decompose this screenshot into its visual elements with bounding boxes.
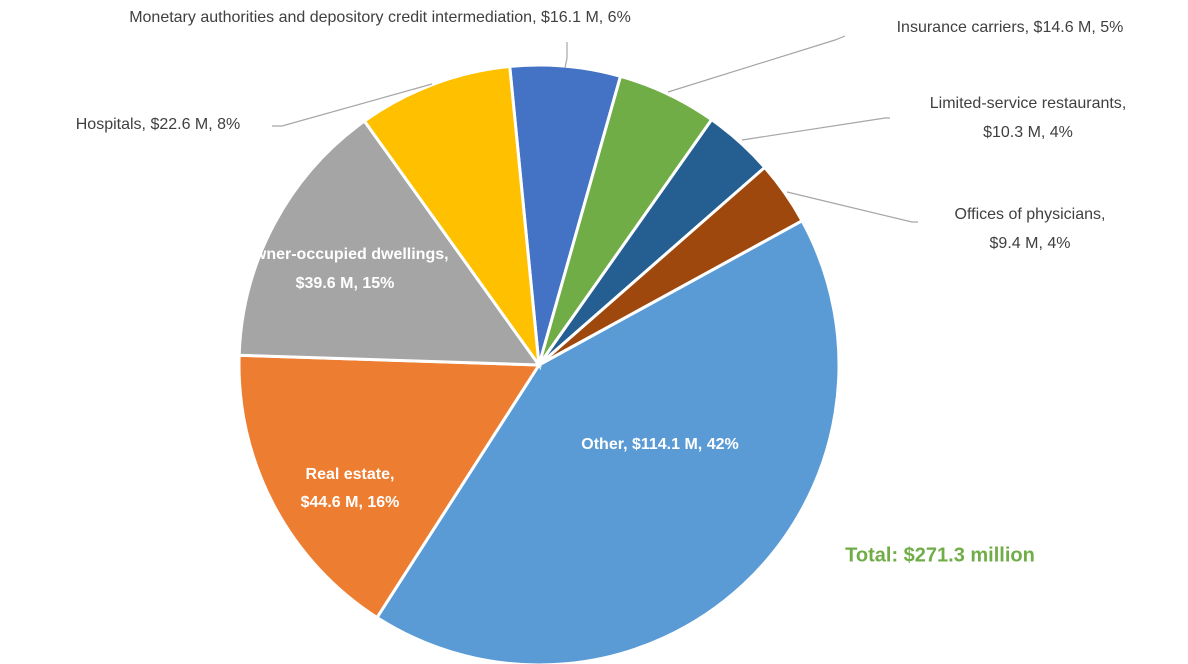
value-label: $114.1 M, 42% xyxy=(632,436,739,453)
value-label: $14.6 M, 5% xyxy=(1034,19,1124,36)
value-label: $10.3 M, 4% xyxy=(983,124,1073,141)
slice-label: Owner-occupied dwellings, xyxy=(241,246,448,263)
value-label: $16.1 M, 6% xyxy=(541,9,631,26)
value-label: $44.6 M, 16% xyxy=(301,494,400,511)
category-name: Other xyxy=(581,436,623,453)
category-name: Limited-service restaurants xyxy=(930,95,1122,112)
leader-line xyxy=(741,117,890,141)
total-annotation: Total: $271.3 million xyxy=(845,544,1035,566)
leader-line xyxy=(667,35,846,93)
slice-label: $44.6 M, 16% xyxy=(301,494,400,511)
pie-slice xyxy=(362,64,542,371)
slice-label: $39.6 M, 15% xyxy=(296,275,395,292)
leader-line xyxy=(786,191,918,223)
category-name: Hospitals xyxy=(76,116,142,133)
category-name: Offices of physicians xyxy=(955,206,1101,223)
slice-label: Hospitals, $22.6 M, 8% xyxy=(76,116,241,133)
slice-label: Insurance carriers, $14.6 M, 5% xyxy=(897,19,1124,36)
pie-slice xyxy=(237,353,542,620)
category-name: Insurance carriers xyxy=(897,19,1025,36)
pie-slice xyxy=(374,218,841,664)
value-label: $39.6 M, 15% xyxy=(296,275,395,292)
slice-label: $10.3 M, 4% xyxy=(983,124,1073,141)
category-name: Real estate xyxy=(306,466,391,483)
category-name: Monetary authorities and depository cred… xyxy=(129,9,532,26)
value-label: $22.6 M, 8% xyxy=(150,116,240,133)
value-label: $9.4 M, 4% xyxy=(990,235,1071,252)
leader-line xyxy=(272,83,433,127)
category-name: Owner-occupied dwellings xyxy=(241,246,444,263)
slice-label: $9.4 M, 4% xyxy=(990,235,1071,252)
slice-label: Real estate, xyxy=(306,466,395,483)
slice-label: Other, $114.1 M, 42% xyxy=(581,436,738,453)
slice-label: Offices of physicians, xyxy=(955,206,1106,223)
slice-label: Monetary authorities and depository cred… xyxy=(129,9,631,26)
pie-slice xyxy=(237,118,542,367)
leader-line xyxy=(564,42,568,69)
slice-label: Limited-service restaurants, xyxy=(930,95,1127,112)
